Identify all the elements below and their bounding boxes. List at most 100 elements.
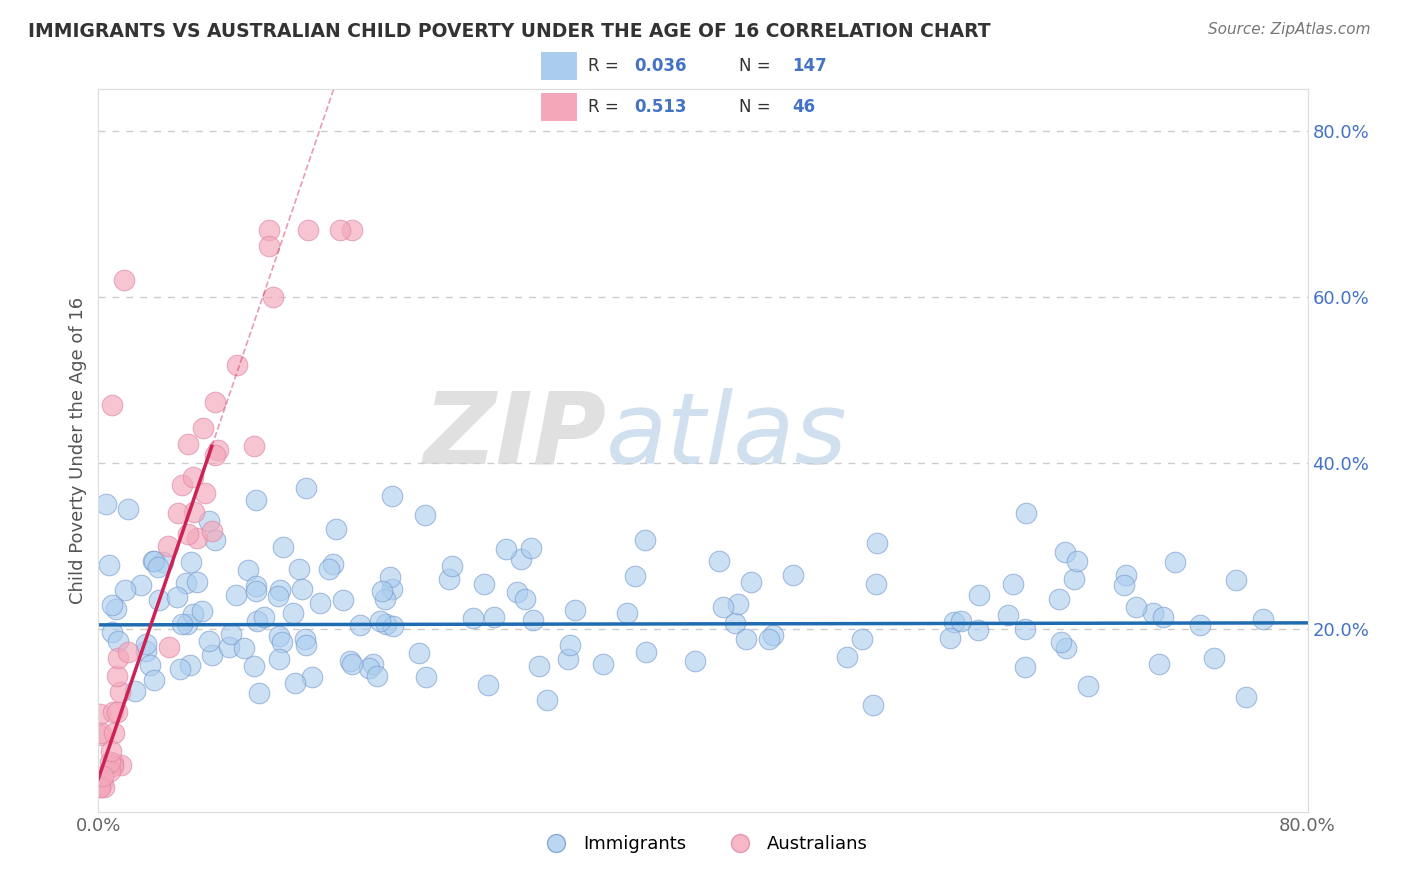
Point bbox=[495, 541, 517, 556]
Point bbox=[835, 650, 858, 665]
Point bbox=[463, 610, 485, 624]
Point bbox=[191, 604, 214, 618]
Legend: Immigrants, Australians: Immigrants, Australians bbox=[530, 828, 876, 861]
Text: Source: ZipAtlas.com: Source: ZipAtlas.com bbox=[1208, 22, 1371, 37]
Point bbox=[1164, 555, 1187, 569]
Point bbox=[866, 536, 889, 550]
Point bbox=[1047, 591, 1070, 606]
Point bbox=[183, 505, 205, 519]
Text: 147: 147 bbox=[793, 57, 827, 75]
Point bbox=[152, 555, 174, 569]
Point bbox=[349, 617, 371, 632]
Point bbox=[89, 780, 111, 794]
Point bbox=[1234, 690, 1257, 704]
Point bbox=[294, 632, 316, 647]
Point bbox=[281, 606, 304, 620]
Point bbox=[146, 559, 169, 574]
Point bbox=[1251, 612, 1274, 626]
Point bbox=[380, 489, 402, 503]
Point bbox=[225, 358, 247, 372]
Point bbox=[374, 617, 396, 632]
Point bbox=[101, 759, 124, 773]
Point bbox=[104, 602, 127, 616]
Point bbox=[707, 554, 730, 568]
Point bbox=[482, 609, 505, 624]
Point bbox=[170, 617, 193, 632]
Point bbox=[90, 726, 112, 740]
Text: N =: N = bbox=[738, 98, 776, 116]
Text: R =: R = bbox=[588, 98, 624, 116]
Point bbox=[1147, 657, 1170, 671]
Point bbox=[949, 614, 972, 628]
Point bbox=[564, 602, 586, 616]
Point bbox=[295, 481, 318, 495]
Point bbox=[374, 592, 396, 607]
Point bbox=[266, 589, 288, 603]
Point bbox=[291, 582, 314, 596]
Point bbox=[198, 634, 221, 648]
Point bbox=[107, 650, 129, 665]
Point bbox=[218, 640, 240, 655]
FancyBboxPatch shape bbox=[541, 53, 578, 80]
Point bbox=[1077, 679, 1099, 693]
Point bbox=[711, 599, 734, 614]
Point bbox=[105, 705, 128, 719]
Text: 0.036: 0.036 bbox=[634, 57, 688, 75]
Point bbox=[186, 531, 208, 545]
Point bbox=[245, 579, 267, 593]
Point bbox=[506, 584, 529, 599]
Point bbox=[332, 593, 354, 607]
Point bbox=[415, 508, 437, 523]
Point bbox=[181, 470, 204, 484]
Point bbox=[1142, 606, 1164, 620]
Point bbox=[1063, 572, 1085, 586]
Point bbox=[179, 657, 201, 672]
Point bbox=[1049, 635, 1071, 649]
Point bbox=[408, 646, 430, 660]
Point bbox=[322, 557, 344, 571]
Point bbox=[191, 421, 214, 435]
Point bbox=[186, 574, 208, 589]
Point bbox=[247, 686, 270, 700]
Point bbox=[522, 613, 544, 627]
Point bbox=[148, 593, 170, 607]
Point bbox=[246, 614, 269, 628]
Text: 0.513: 0.513 bbox=[634, 98, 688, 116]
Point bbox=[107, 634, 129, 648]
Point bbox=[735, 632, 758, 646]
Point bbox=[221, 627, 243, 641]
Point bbox=[166, 506, 188, 520]
Point bbox=[340, 223, 363, 237]
Point bbox=[1015, 506, 1038, 520]
Point bbox=[363, 657, 385, 671]
Point bbox=[1112, 578, 1135, 592]
Point bbox=[269, 582, 291, 597]
Point bbox=[477, 678, 499, 692]
Point bbox=[740, 575, 762, 590]
Point bbox=[339, 654, 361, 668]
Point bbox=[382, 619, 405, 633]
Point bbox=[89, 706, 111, 721]
Point bbox=[253, 609, 276, 624]
Point bbox=[110, 757, 132, 772]
Point bbox=[142, 554, 165, 568]
Point bbox=[942, 615, 965, 629]
Point bbox=[1014, 622, 1036, 636]
Point bbox=[558, 638, 581, 652]
Point bbox=[89, 727, 111, 741]
Text: IMMIGRANTS VS AUSTRALIAN CHILD POVERTY UNDER THE AGE OF 16 CORRELATION CHART: IMMIGRANTS VS AUSTRALIAN CHILD POVERTY U… bbox=[28, 22, 991, 41]
Point bbox=[329, 223, 352, 237]
Point bbox=[236, 563, 259, 577]
Point bbox=[242, 439, 264, 453]
Point bbox=[143, 673, 166, 688]
Point bbox=[100, 744, 122, 758]
Point bbox=[273, 540, 295, 554]
Point bbox=[194, 485, 217, 500]
Point bbox=[114, 582, 136, 597]
Point bbox=[157, 640, 180, 654]
Point bbox=[762, 628, 785, 642]
Point bbox=[94, 498, 117, 512]
Point bbox=[135, 637, 157, 651]
Point bbox=[245, 583, 267, 598]
Point bbox=[357, 661, 380, 675]
